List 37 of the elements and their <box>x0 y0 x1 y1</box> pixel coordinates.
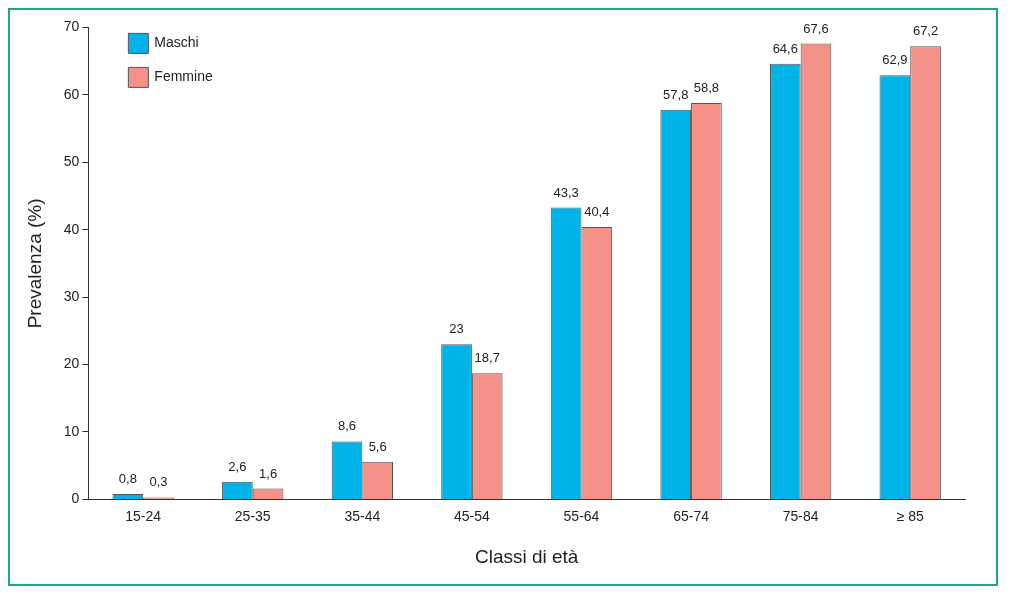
x-tick-label: 35-44 <box>344 507 381 524</box>
data-label: 40,4 <box>584 204 610 220</box>
legend-label: Femmine <box>154 68 213 85</box>
data-label: 18,7 <box>474 350 500 366</box>
y-tick-label: 20 <box>63 355 80 372</box>
x-axis-title: Classi di età <box>474 545 579 567</box>
data-label: 67,2 <box>912 23 939 39</box>
y-tick-label: 10 <box>63 422 80 439</box>
data-label: 5,6 <box>368 438 387 454</box>
legend-label: Maschi <box>154 34 199 51</box>
y-tick-label: 0 <box>71 490 80 507</box>
x-tick-label: 45-54 <box>453 507 491 524</box>
y-tick-label: 70 <box>63 18 80 35</box>
data-label: 0,3 <box>149 474 168 490</box>
y-tick-label: 60 <box>63 85 80 102</box>
data-label: 64,6 <box>772 40 798 56</box>
y-axis-title: Prevalenza (%) <box>23 198 45 329</box>
x-tick-label: ≥ 85 <box>896 507 924 524</box>
data-label: 8,6 <box>337 418 357 434</box>
y-tick-label: 50 <box>63 153 80 170</box>
data-label: 1,6 <box>259 465 278 481</box>
y-tick-label: 30 <box>63 287 80 304</box>
data-label: 57,8 <box>663 86 689 102</box>
x-tick-label: 15-24 <box>125 507 162 524</box>
data-label: 62,9 <box>882 52 908 68</box>
data-label: 2,6 <box>228 458 247 474</box>
x-tick-label: 25-35 <box>234 507 271 524</box>
data-label: 43,3 <box>553 184 579 200</box>
data-label: 23 <box>449 321 464 337</box>
x-tick-label: 65-74 <box>673 507 710 524</box>
data-label: 58,8 <box>693 80 720 95</box>
data-label: 0,8 <box>118 471 137 487</box>
page-frame: Classi di età Prevalenza (%) 15-24 25-35 35-44 45-54 55-64 65-74 75-84 ≥ 85 0 10 20 30 40 50 60 70 0,8 2,6 8,6 23 43,3 57,8 64,6 62,9 0,3 1,6 5,6 18,7 40,4 58,8 67,6 67,2 Maschi Femmine <box>8 8 998 586</box>
x-tick-label: 55-64 <box>563 507 600 524</box>
data-label: 67,6 <box>803 20 829 36</box>
x-tick-label: 75-84 <box>782 507 819 524</box>
y-tick-label: 40 <box>63 220 80 237</box>
